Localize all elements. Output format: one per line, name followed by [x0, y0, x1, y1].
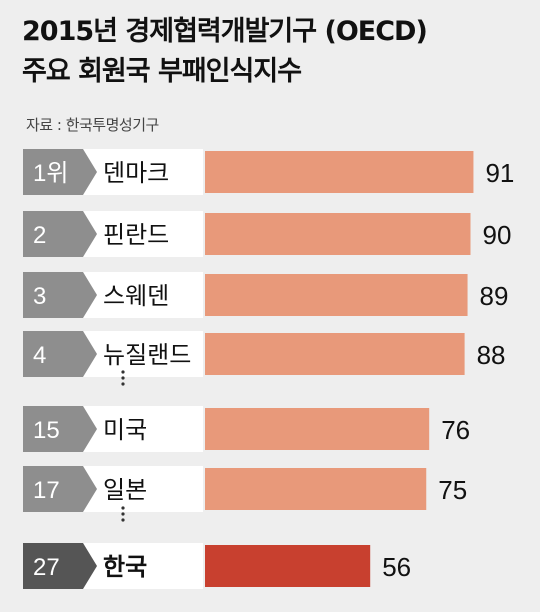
rank-tag — [23, 543, 97, 589]
rank-label: 17 — [33, 477, 60, 504]
value-label: 90 — [483, 220, 512, 250]
rank-tag — [23, 211, 97, 257]
country-label: 핀란드 — [103, 221, 169, 249]
value-label: 89 — [480, 281, 509, 311]
name-box — [79, 466, 203, 512]
rank-label: 15 — [33, 417, 60, 444]
rank-label: 3 — [33, 283, 46, 310]
rank-label: 4 — [33, 342, 46, 369]
value-label: 88 — [477, 340, 506, 370]
bar — [205, 468, 427, 510]
rank-label: 27 — [33, 554, 60, 581]
bar — [205, 545, 371, 587]
gap-dot — [121, 518, 125, 522]
bar — [205, 274, 468, 316]
gap-dot — [121, 506, 125, 510]
country-label: 스웨덴 — [103, 282, 169, 310]
chart-title-line2: 주요 회원국 부패인식지수 — [22, 56, 302, 87]
value-label: 56 — [382, 552, 411, 582]
gap-dot — [121, 382, 125, 386]
gap-dot — [121, 370, 125, 374]
name-box — [79, 406, 203, 452]
country-label: 한국 — [103, 553, 147, 581]
bar — [205, 151, 474, 193]
name-box — [79, 331, 203, 377]
country-label: 일본 — [103, 476, 147, 504]
value-label: 91 — [485, 158, 514, 188]
name-box — [79, 149, 203, 195]
country-label: 덴마크 — [103, 159, 169, 187]
value-label: 76 — [441, 415, 470, 445]
rank-tag — [23, 149, 97, 195]
rank-label: 2 — [33, 222, 46, 249]
gap-dot — [121, 512, 125, 516]
country-label: 뉴질랜드 — [103, 341, 191, 369]
value-label: 75 — [438, 475, 467, 505]
source-note: 자료 : 한국투명성기구 — [26, 116, 159, 134]
bar — [205, 408, 430, 450]
rank-tag — [23, 466, 97, 512]
rank-label: 1위 — [33, 160, 68, 187]
chart-title-line1: 2015년 경제협력개발기구 (OECD) — [22, 16, 428, 47]
rank-tag — [23, 406, 97, 452]
name-box — [79, 272, 203, 318]
bar — [205, 333, 465, 375]
bar — [205, 213, 471, 255]
name-box — [79, 211, 203, 257]
country-label: 미국 — [103, 416, 147, 444]
gap-dot — [121, 376, 125, 380]
name-box — [79, 543, 203, 589]
rank-tag — [23, 331, 97, 377]
chart-title: 2015년 경제협력개발기구 (OECD) 주요 회원국 부패인식지수 — [22, 12, 428, 92]
rank-tag — [23, 272, 97, 318]
